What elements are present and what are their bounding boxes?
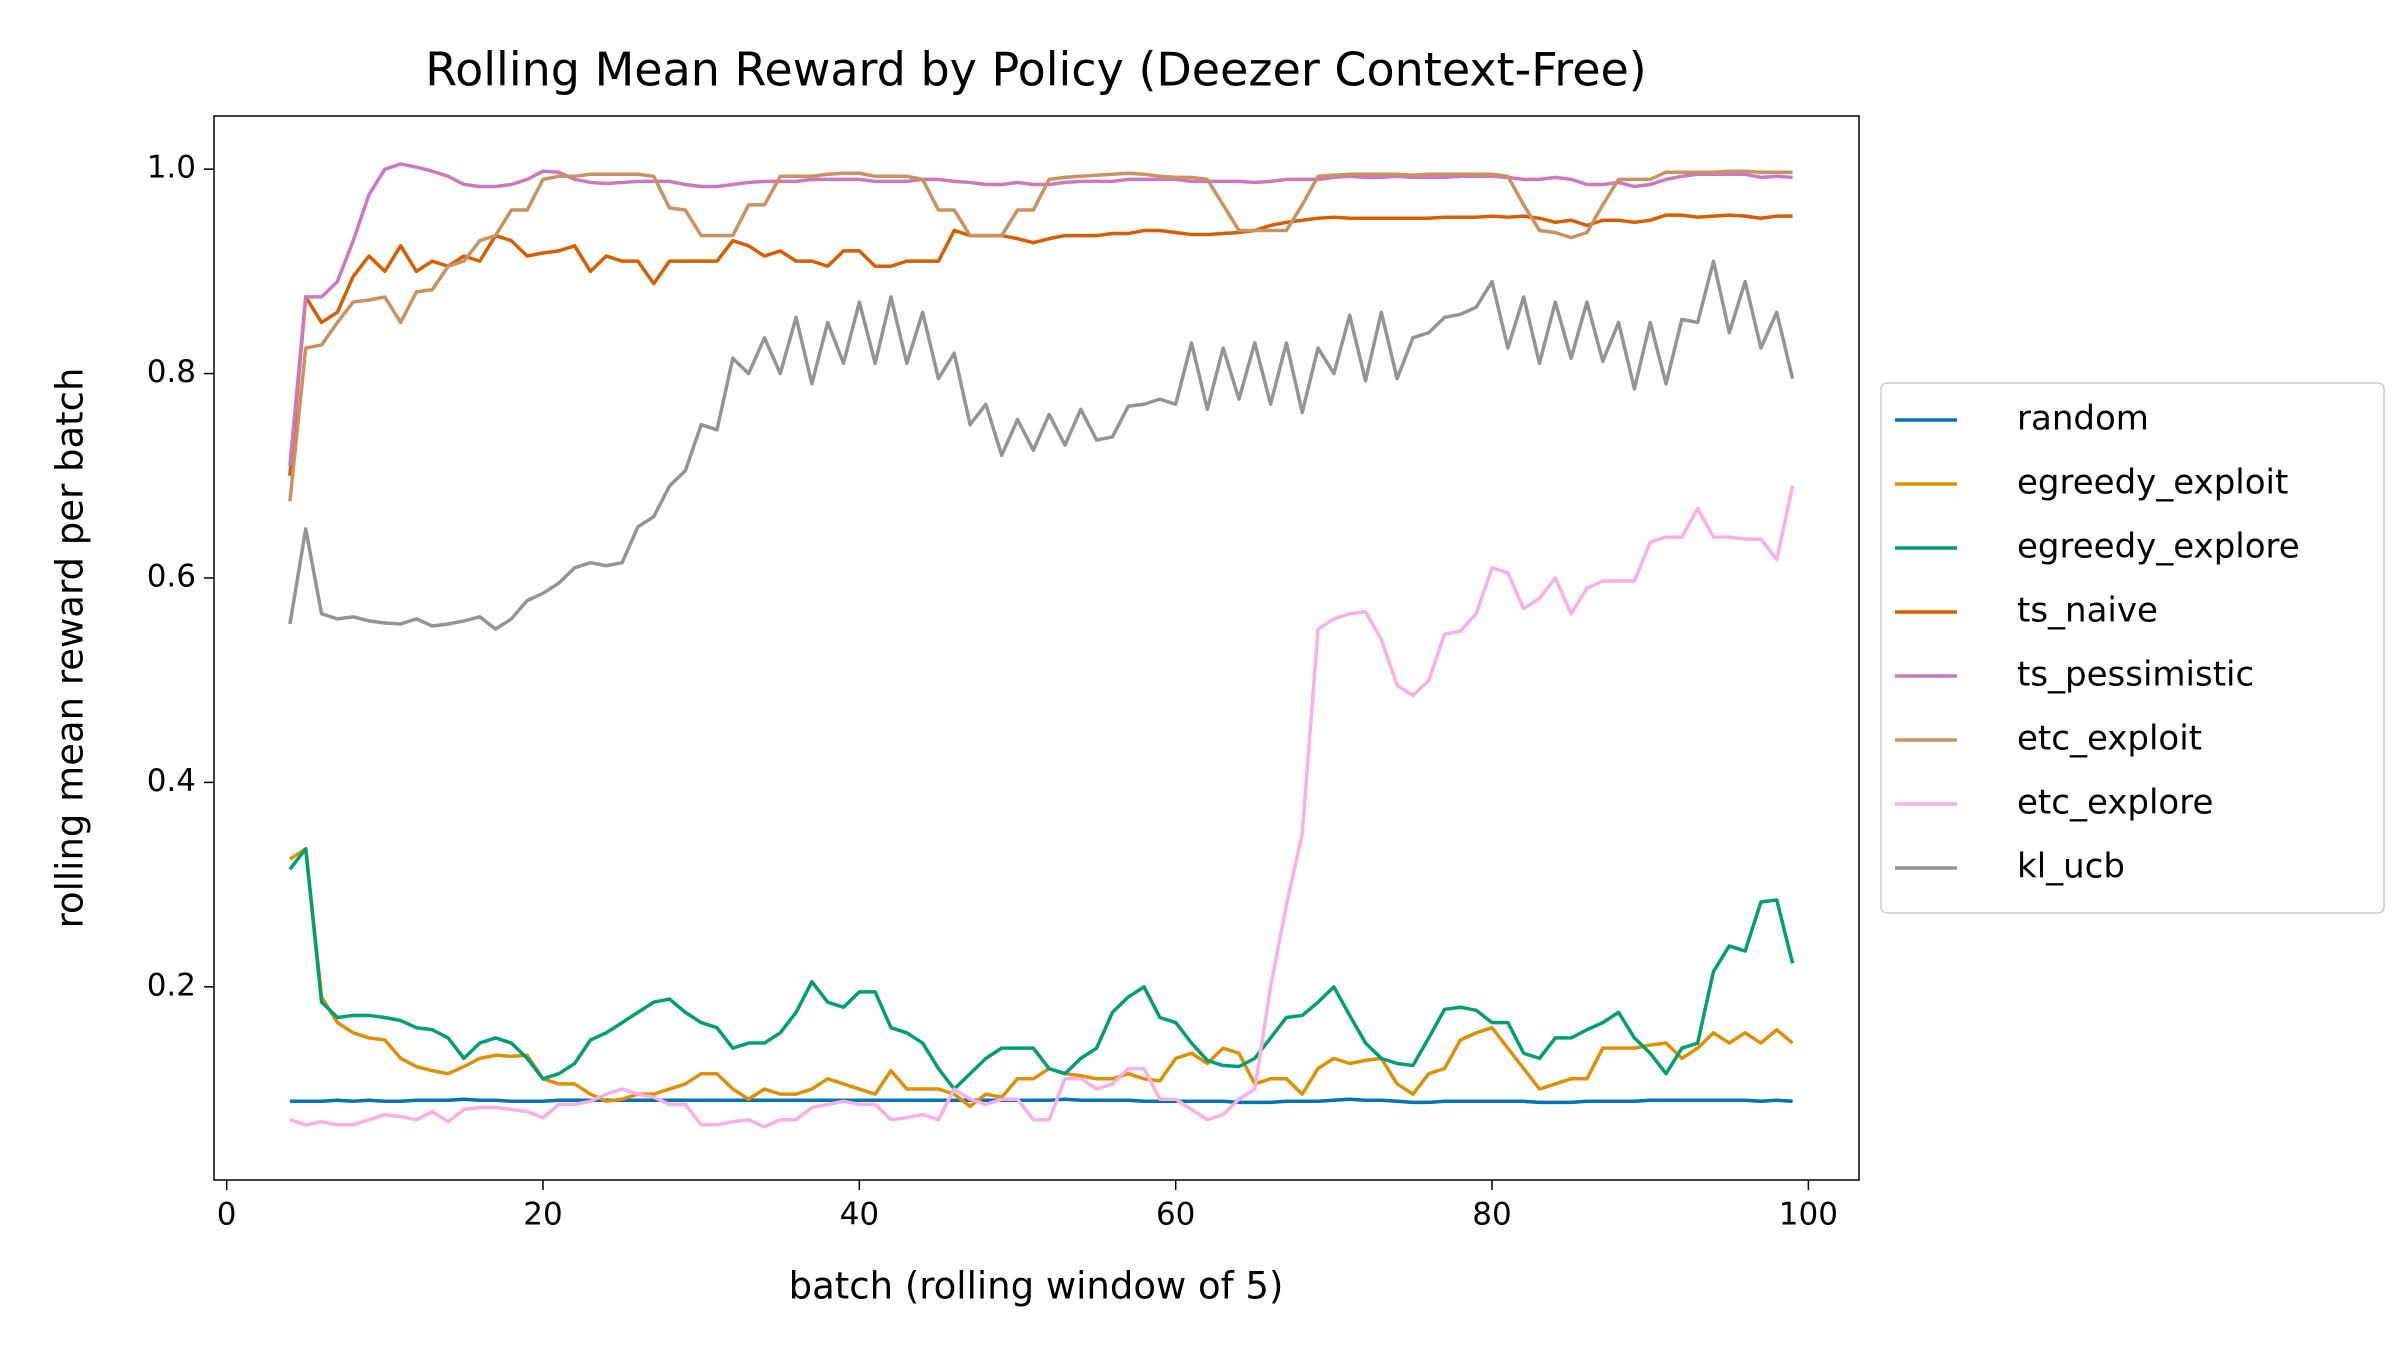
x-tick-label: 0 [217, 1197, 237, 1233]
x-tick-label: 80 [1472, 1197, 1511, 1233]
series-line [288, 847, 1795, 1091]
y-tick-label: 1.0 [147, 150, 196, 186]
x-axis-label: batch (rolling window of 5) [789, 1265, 1284, 1308]
legend-label: kl_ucb [2017, 847, 2125, 887]
chart-title: Rolling Mean Reward by Policy (Deezer Co… [425, 43, 1647, 97]
x-tick-label: 40 [840, 1197, 879, 1233]
series-line [288, 169, 1793, 502]
legend-label: random [2017, 399, 2149, 439]
series-line [289, 485, 1795, 1129]
y-tick-label: 0.8 [147, 354, 196, 390]
x-tick-label: 60 [1156, 1197, 1195, 1233]
series-line [288, 162, 1793, 466]
y-tick-label: 0.2 [147, 967, 196, 1003]
legend-label: egreedy_explore [2017, 527, 2300, 567]
y-axis-label: rolling mean reward per batch [49, 368, 92, 929]
legend-label: egreedy_exploit [2017, 463, 2288, 503]
series-line [288, 259, 1795, 631]
x-tick-label: 20 [523, 1197, 562, 1233]
x-tick-label: 100 [1779, 1197, 1838, 1233]
y-tick-label: 0.6 [147, 558, 196, 594]
series-line [288, 213, 1793, 476]
series-line [289, 1097, 1793, 1105]
legend-label: etc_explore [2017, 783, 2213, 823]
legend-box [1880, 382, 2385, 914]
legend-label: ts_pessimistic [2017, 655, 2254, 695]
legend-label: etc_exploit [2017, 719, 2202, 759]
legend-label: ts_naive [2017, 591, 2158, 631]
plot-frame [213, 115, 1860, 1181]
y-tick-label: 0.4 [147, 763, 196, 799]
